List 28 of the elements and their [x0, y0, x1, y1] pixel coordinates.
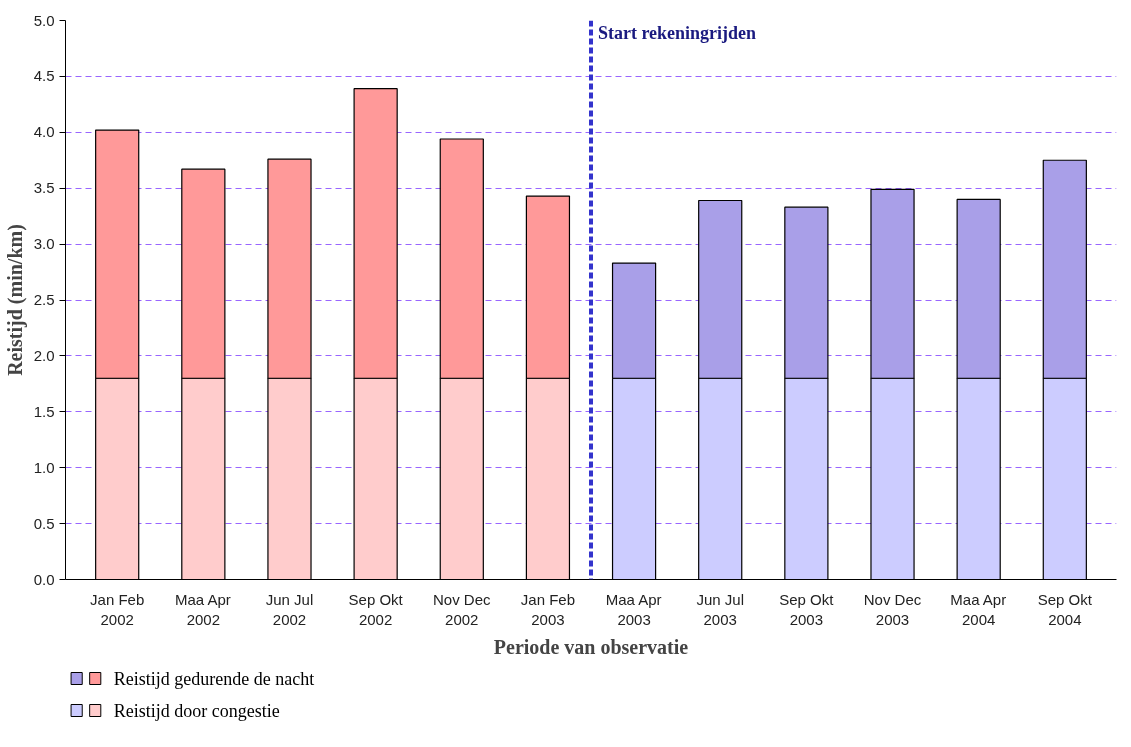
x-tick-label: Jan Feb 2002 [90, 590, 145, 628]
x-tick-label: Nov Dec 2003 [863, 590, 922, 628]
legend-label: Reistijd door congestie [113, 700, 280, 721]
y-tick-label: 2.5 [33, 291, 55, 308]
x-tick-label: Sep Okt 2003 [779, 590, 835, 628]
legend-label: Reistijd gedurende de nacht [113, 668, 315, 689]
x-tick-label: Jan Feb 2003 [520, 590, 576, 628]
y-tick-label: 0.0 [33, 570, 55, 588]
x-axis-title: Periode van observatie [493, 635, 689, 658]
y-tick-label: 2.0 [33, 346, 55, 364]
x-tick-label: Maa Apr 2003 [605, 590, 662, 628]
ref-line-label: Start rekeningrijden [597, 22, 757, 43]
y-tick-label: 4.5 [33, 67, 55, 85]
y-axis-title: Reistijd (min/km) [3, 224, 27, 376]
x-tick-label: Maa Apr 2004 [950, 590, 1007, 628]
x-tick-label: Sep Okt 2004 [1037, 590, 1093, 628]
y-tick-label: 1.0 [33, 458, 55, 476]
y-tick-label: 4.0 [33, 123, 55, 141]
y-tick-label: 3.5 [33, 179, 55, 197]
x-tick-label: Nov Dec 2002 [433, 590, 492, 628]
y-tick-label: 0.5 [33, 514, 55, 532]
x-tick-label: Sep Okt 2002 [348, 590, 404, 628]
y-tick-label: 1.5 [33, 402, 55, 420]
y-tick-label: 3.0 [33, 235, 55, 253]
x-tick-label: Jun Jul 2002 [265, 590, 314, 628]
x-tick-label: Jun Jul 2003 [696, 590, 744, 628]
x-tick-label: Maa Apr 2002 [174, 590, 231, 628]
y-tick-label: 5.0 [33, 11, 55, 29]
